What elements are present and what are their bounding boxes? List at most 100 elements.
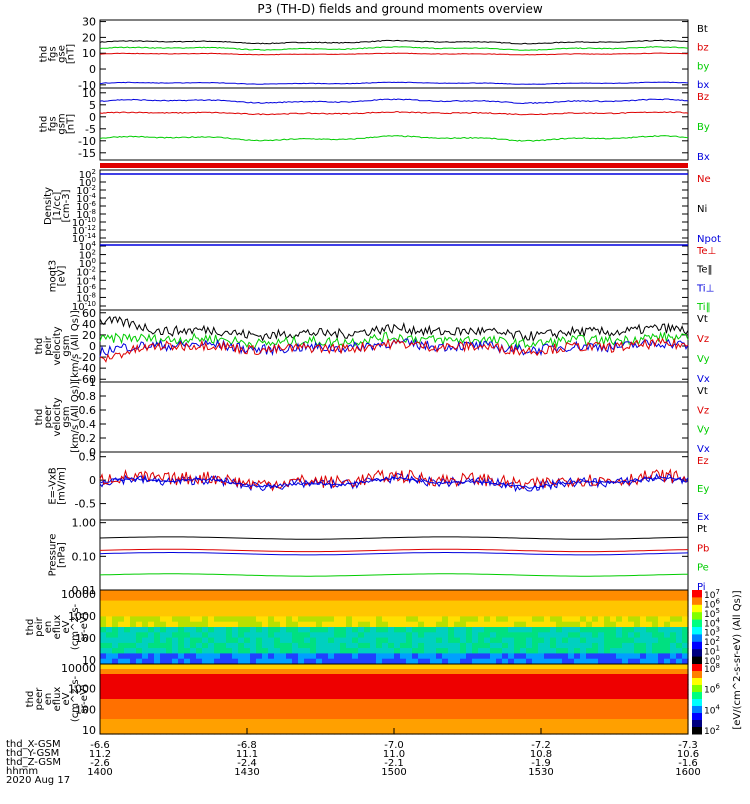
spectro-cell (244, 637, 251, 644)
spectro-cell (412, 724, 419, 730)
spectro-cell (646, 694, 653, 700)
spectro-cell (346, 724, 353, 730)
spectro-cell (400, 709, 407, 715)
spectro-cell (652, 642, 659, 649)
spectro-cell (562, 648, 569, 654)
spectro-cell (586, 724, 593, 730)
spectro-cell (418, 611, 425, 617)
spectro-cell (664, 724, 671, 730)
spectro-cell (106, 724, 113, 730)
spectro-cell (376, 658, 383, 665)
spectro-cell (664, 658, 671, 665)
spectro-cell (148, 679, 155, 685)
ylabel-temperature: moqt3 (48, 260, 59, 293)
spectro-cell (298, 719, 305, 725)
spectro-cell (490, 709, 497, 715)
spectro-cell (358, 714, 365, 720)
spectro-cell (280, 694, 287, 700)
spectro-cell (352, 648, 359, 654)
spectro-cell (634, 709, 641, 715)
spectro-cell (592, 729, 599, 735)
ylabel-ion-velocity: gsm (61, 335, 72, 356)
spectro-cell (514, 684, 521, 690)
spectro-cell (472, 689, 479, 695)
spectro-cell (670, 689, 677, 695)
spectro-cell (616, 642, 623, 649)
spectro-cell (586, 648, 593, 654)
spectro-cell (532, 679, 539, 685)
spectro-cell (130, 699, 137, 705)
spectro-cell (172, 679, 179, 685)
spectro-cell (628, 595, 635, 602)
spectro-cell (244, 694, 251, 700)
spectro-cell (298, 674, 305, 680)
spectro-cell (220, 611, 227, 617)
spectro-cell (220, 709, 227, 715)
spectro-cell (232, 611, 239, 617)
spectro-cell (274, 637, 281, 644)
spectro-cell (514, 616, 521, 623)
spectro-cell (556, 729, 563, 735)
spectro-cell (412, 590, 419, 596)
orbit-label-time: hhmm (6, 766, 39, 777)
spectro-cell (682, 648, 689, 654)
spectro-cell (298, 627, 305, 633)
spectro-cell (460, 595, 467, 602)
spectro-cell (208, 664, 215, 670)
spectro-cell (286, 719, 293, 725)
spectro-cell (190, 621, 197, 628)
spectro-cell (520, 694, 527, 700)
spectro-cell (166, 590, 173, 596)
spectro-cell (634, 674, 641, 680)
spectro-cell (190, 637, 197, 644)
spectro-cell (604, 669, 611, 675)
spectro-cell (340, 674, 347, 680)
spectro-cell (568, 664, 575, 670)
spectro-cell (346, 590, 353, 596)
legend-by-fgs-gse: by (697, 61, 709, 72)
spectro-cell (142, 684, 149, 690)
spectro-cell (634, 653, 641, 660)
spectro-cell (148, 664, 155, 670)
spectro-cell (448, 632, 455, 639)
colorbar-cell (692, 678, 702, 686)
spectro-cell (418, 627, 425, 633)
spectro-cell (388, 653, 395, 660)
spectro-cell (220, 684, 227, 690)
spectro-cell (334, 719, 341, 725)
spectro-cell (526, 600, 533, 607)
spectro-cell (412, 616, 419, 623)
spectro-cell (250, 600, 257, 607)
spectro-cell (262, 669, 269, 675)
spectro-cell (106, 674, 113, 680)
spectro-cell (406, 616, 413, 623)
spectro-cell (364, 648, 371, 654)
spectro-cell (232, 669, 239, 675)
spectro-cell (184, 679, 191, 685)
spectro-cell (106, 605, 113, 612)
spectro-cell (490, 719, 497, 725)
spectro-cell (166, 679, 173, 685)
spectro-cell (382, 621, 389, 628)
spectro-cell (406, 611, 413, 617)
spectro-cell (166, 616, 173, 623)
spectro-cell (460, 724, 467, 730)
spectro-cell (364, 724, 371, 730)
spectro-cell (166, 704, 173, 710)
spectro-cell (658, 714, 665, 720)
spectro-cell (226, 621, 233, 628)
spectro-cell (352, 658, 359, 665)
spectro-cell (148, 605, 155, 612)
spectro-cell (160, 669, 167, 675)
spectro-cell (484, 605, 491, 612)
spectro-cell (352, 669, 359, 675)
spectro-cell (190, 653, 197, 660)
spectro-cell (478, 714, 485, 720)
spectro-cell (328, 600, 335, 607)
spectro-cell (460, 637, 467, 644)
spectro-cell (430, 724, 437, 730)
spectro-cell (196, 714, 203, 720)
spectro-cell (292, 704, 299, 710)
spectro-cell (574, 704, 581, 710)
spectro-cell (226, 611, 233, 617)
